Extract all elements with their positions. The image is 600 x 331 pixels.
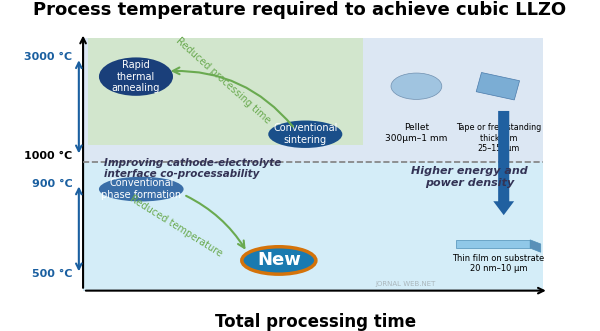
Text: Reduced temperature: Reduced temperature — [128, 194, 224, 259]
FancyBboxPatch shape — [83, 162, 544, 291]
Text: 500 °C: 500 °C — [32, 269, 73, 279]
FancyBboxPatch shape — [83, 38, 544, 291]
Text: Improving cathode-electrolyte
interface co-processability: Improving cathode-electrolyte interface … — [104, 158, 281, 179]
Text: Tape or free standing
thick film
25–150μm: Tape or free standing thick film 25–150μ… — [456, 123, 541, 153]
Text: Reduced processing time: Reduced processing time — [174, 36, 272, 126]
Text: 900 °C: 900 °C — [32, 179, 73, 189]
Text: Process temperature required to achieve cubic LLZO: Process temperature required to achieve … — [34, 1, 566, 19]
FancyArrowPatch shape — [493, 111, 514, 215]
Text: JORNAL WEB.NET: JORNAL WEB.NET — [376, 281, 436, 287]
Text: Pellet
300μm–1 mm: Pellet 300μm–1 mm — [385, 123, 448, 143]
Ellipse shape — [99, 57, 173, 96]
Ellipse shape — [268, 120, 343, 148]
Circle shape — [391, 73, 442, 99]
FancyBboxPatch shape — [83, 38, 544, 162]
Text: Higher energy and
power density: Higher energy and power density — [411, 166, 527, 188]
Polygon shape — [456, 240, 530, 248]
Text: 3000 °C: 3000 °C — [25, 52, 73, 63]
Polygon shape — [88, 38, 364, 145]
FancyArrowPatch shape — [186, 196, 244, 248]
FancyArrowPatch shape — [173, 68, 293, 127]
Text: Conventional
sintering: Conventional sintering — [273, 123, 337, 145]
Text: Rapid
thermal
annealing: Rapid thermal annealing — [112, 60, 160, 93]
Ellipse shape — [242, 247, 316, 274]
Ellipse shape — [99, 177, 184, 202]
Text: 1000 °C: 1000 °C — [24, 151, 73, 161]
Text: Thin film on substrate
20 nm–10 μm: Thin film on substrate 20 nm–10 μm — [452, 254, 545, 273]
Polygon shape — [530, 240, 541, 252]
Polygon shape — [476, 72, 520, 100]
Text: Conventional
phase formation: Conventional phase formation — [101, 178, 181, 200]
Text: New: New — [257, 252, 301, 269]
Text: Total processing time: Total processing time — [215, 312, 416, 331]
